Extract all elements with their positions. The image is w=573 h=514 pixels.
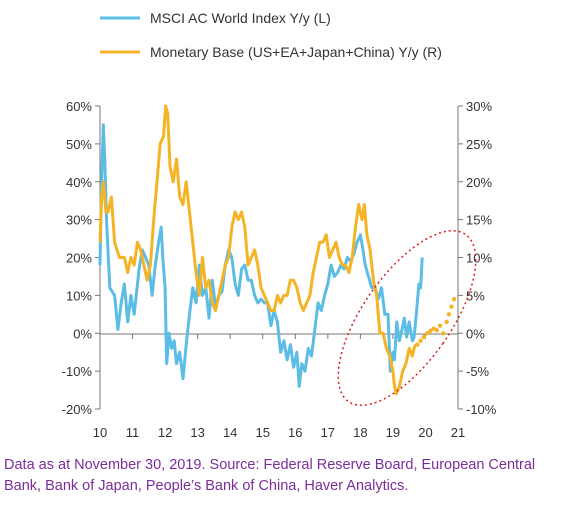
x-tick-label: 15 bbox=[255, 425, 269, 440]
projection-dot bbox=[428, 328, 433, 334]
x-tick-label: 19 bbox=[386, 425, 400, 440]
left-tick-label: 60% bbox=[66, 99, 92, 114]
highlight-ellipse bbox=[337, 229, 477, 407]
right-tick-label: -5% bbox=[466, 364, 490, 379]
projection-dot bbox=[446, 312, 452, 317]
right-tick-label: 0% bbox=[466, 326, 485, 341]
projection-dot bbox=[437, 323, 443, 328]
right-tick-label: 15% bbox=[466, 213, 492, 228]
x-tick-label: 20 bbox=[418, 425, 432, 440]
source-note: Data as at November 30, 2019. Source: Fe… bbox=[4, 457, 536, 494]
series-line-msci bbox=[98, 123, 424, 388]
right-tick-label: 10% bbox=[466, 251, 492, 266]
x-tick-label: 13 bbox=[190, 425, 204, 440]
chart: MSCI AC World Index Y/y (L) Monetary Bas… bbox=[62, 10, 497, 440]
x-tick-label: 17 bbox=[321, 425, 335, 440]
projection-dot bbox=[444, 319, 449, 325]
x-tick-label: 16 bbox=[288, 425, 302, 440]
projection-dot bbox=[415, 342, 420, 347]
x-tick-label: 18 bbox=[353, 425, 367, 440]
projection-dot bbox=[434, 328, 439, 333]
x-tick-label: 12 bbox=[158, 425, 172, 440]
left-tick-label: 0% bbox=[73, 326, 92, 341]
x-tick-label: 11 bbox=[126, 425, 140, 440]
left-tick-label: -10% bbox=[62, 364, 93, 379]
legend-label-msci: MSCI AC World Index Y/y (L) bbox=[150, 10, 331, 26]
x-tick-label: 14 bbox=[223, 425, 237, 440]
x-tick-label: 10 bbox=[93, 425, 107, 440]
series-line-monetary-base bbox=[98, 104, 418, 396]
right-tick-label: 30% bbox=[466, 99, 492, 114]
left-tick-label: 20% bbox=[66, 251, 92, 266]
right-tick-label: 20% bbox=[466, 175, 492, 190]
right-axis-ticks: 30% 25% 20% 15% 10% 5% 0% -5% -10% bbox=[458, 99, 497, 417]
projection-dot bbox=[441, 331, 446, 336]
left-tick-label: 50% bbox=[66, 137, 92, 152]
right-tick-label: 25% bbox=[466, 137, 492, 152]
right-tick-label: 5% bbox=[466, 288, 485, 303]
legend: MSCI AC World Index Y/y (L) Monetary Bas… bbox=[100, 10, 442, 60]
projection-dot bbox=[418, 338, 423, 343]
left-tick-label: 40% bbox=[66, 175, 92, 190]
projection-dot bbox=[424, 331, 430, 336]
left-tick-label: 10% bbox=[66, 288, 92, 303]
projection-dot bbox=[449, 304, 454, 309]
projection-dots bbox=[415, 297, 457, 347]
projection-dot bbox=[451, 297, 457, 302]
legend-label-monetary-base: Monetary Base (US+EA+Japan+China) Y/y (R… bbox=[150, 44, 442, 60]
left-tick-label: 30% bbox=[66, 213, 92, 228]
projection-dot bbox=[421, 334, 426, 340]
x-axis-ticks: 10 11 12 13 14 15 16 17 18 19 20 21 bbox=[93, 334, 465, 440]
left-axis-ticks: 60% 50% 40% 30% 20% 10% 0% -10% -20% bbox=[62, 99, 100, 417]
left-tick-label: -20% bbox=[62, 402, 93, 417]
right-tick-label: -10% bbox=[466, 402, 497, 417]
x-tick-label: 21 bbox=[451, 425, 465, 440]
